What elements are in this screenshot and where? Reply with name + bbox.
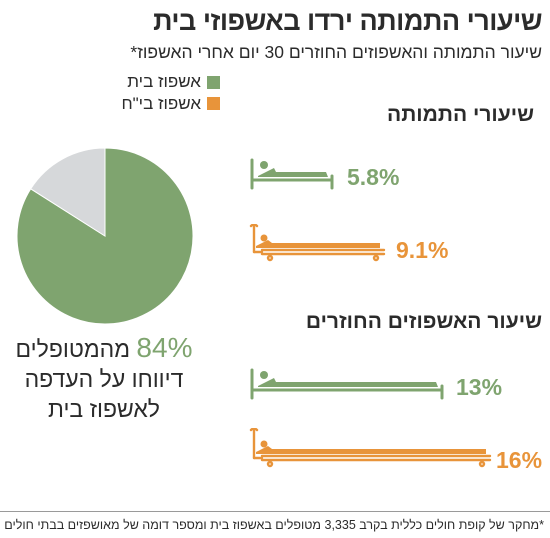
bed-icon-mortality-hospital	[249, 224, 386, 262]
bed-icon-mortality-home	[250, 158, 334, 190]
pie-caption-line2: דיווחו על העדפה	[24, 366, 184, 392]
legend-label-home: אשפוז בית	[127, 72, 201, 91]
legend-swatch-hospital	[207, 97, 220, 110]
footnote: *מחקר של קופת חולים כללית בקרב 3,335 מטו…	[4, 518, 544, 532]
pie-caption-line1: 84% מהמטופלים	[10, 333, 198, 364]
pie-caption-line3: לאשפוז בית	[48, 396, 160, 422]
mortality-section-title: שיעורי התמותה	[387, 103, 534, 126]
legend-swatch-home	[207, 75, 220, 89]
chart-title: שיעורי התמותה ירדו באשפוזי בית	[153, 6, 542, 36]
footnote-divider	[0, 511, 550, 512]
chart-subtitle: שיעור התמותה והאשפוזים החוזרים 30 יום אח…	[130, 42, 542, 62]
bed-icon-readmission-hospital	[249, 428, 492, 468]
legend-label-hospital: אשפוז בי"ח	[121, 93, 201, 113]
pie-caption: 84% מהמטופלים דיווחו על העדפה לאשפוז בית	[10, 333, 198, 424]
pie-caption-text: מהמטופלים	[15, 336, 131, 362]
value-readmission-home: 13%	[456, 374, 503, 400]
bed-icon-readmission-home	[250, 368, 444, 400]
legend-item-hospital: אשפוז בי"ח	[121, 94, 220, 114]
legend: אשפוז בית אשפוז בי"ח	[0, 72, 220, 113]
value-mortality-home: 5.8%	[347, 164, 400, 190]
pie-chart	[16, 147, 194, 325]
value-mortality-hospital: 9.1%	[396, 237, 449, 263]
pie-percent: 84%	[136, 332, 193, 363]
legend-item-home: אשפוז בית	[127, 72, 220, 92]
pie-slice-other	[30, 147, 106, 237]
readmission-section-title: שיעור האשפוזים החוזרים	[305, 310, 542, 333]
value-readmission-hospital: 16%	[496, 447, 543, 473]
